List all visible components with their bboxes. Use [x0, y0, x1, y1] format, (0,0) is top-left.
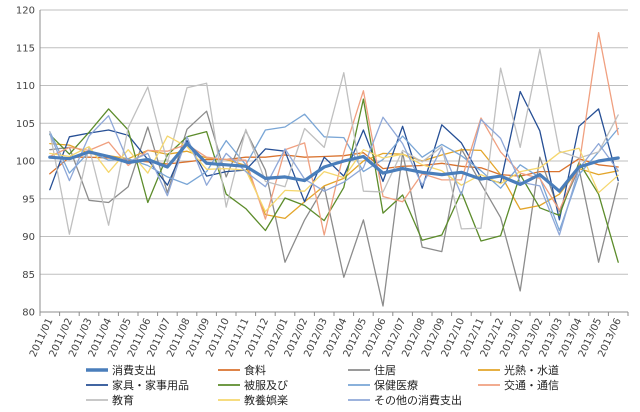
legend-label: その他の消費支出 [374, 393, 462, 407]
legend-item: 教養娯楽 [218, 393, 288, 407]
series-line [49, 113, 619, 232]
series-line [49, 98, 619, 263]
legend-label: 教養娯楽 [244, 393, 288, 407]
legend-label: 交通・通信 [504, 378, 559, 392]
legend-item: 教育 [86, 393, 134, 407]
y-tick-label: 105 [16, 119, 35, 130]
series-8 [49, 48, 619, 235]
legend-item: 被服及び [218, 379, 288, 392]
series-7 [49, 31, 619, 236]
y-tick-label: 100 [16, 157, 35, 168]
legend-label: 保健医療 [374, 378, 418, 392]
y-tick-label: 80 [22, 308, 35, 319]
y-axis-ticks: 80 85 90 95 100 105 110 115 120 [16, 6, 35, 319]
legend-item: 光熱・水道 [478, 363, 559, 377]
series-9 [49, 135, 619, 213]
legend-label: 消費支出 [112, 363, 156, 377]
legend-item: 消費支出 [86, 363, 156, 377]
x-axis-ticks: 2011/012011/022011/032011/042011/052011/… [28, 312, 629, 359]
y-tick-label: 115 [16, 43, 35, 54]
y-tick-label: 85 [22, 270, 35, 281]
y-tick-label: 120 [16, 6, 35, 17]
legend-label: 住居 [374, 363, 396, 377]
legend-item: 食料 [218, 363, 266, 377]
series-line [49, 135, 619, 213]
legend-label: 光熱・水道 [504, 363, 559, 377]
legend-label: 被服及び [244, 379, 288, 392]
legend-item: 交通・通信 [478, 378, 559, 392]
y-tick-label: 90 [22, 232, 35, 243]
legend-item: 保健医療 [348, 378, 418, 392]
legend-label: 教育 [112, 393, 134, 407]
series-10 [49, 115, 619, 236]
series-line [49, 115, 619, 236]
legend-item: 住居 [348, 363, 396, 377]
series-line [49, 110, 619, 307]
series-lines [48, 31, 620, 307]
legend-label: 家具・家事用品 [112, 378, 189, 392]
series-line [49, 48, 619, 235]
y-tick-label: 95 [22, 194, 35, 205]
legend-item: 家具・家事用品 [86, 378, 189, 392]
legend-label: 食料 [244, 363, 266, 377]
legend-item: その他の消費支出 [348, 393, 462, 407]
series-2 [49, 110, 619, 307]
y-tick-label: 110 [16, 81, 35, 92]
series-line [49, 142, 619, 220]
series-0 [48, 142, 620, 193]
series-line [48, 142, 620, 193]
series-line [49, 31, 619, 236]
series-3 [49, 142, 619, 220]
series-5 [49, 98, 619, 263]
series-6 [49, 113, 619, 232]
